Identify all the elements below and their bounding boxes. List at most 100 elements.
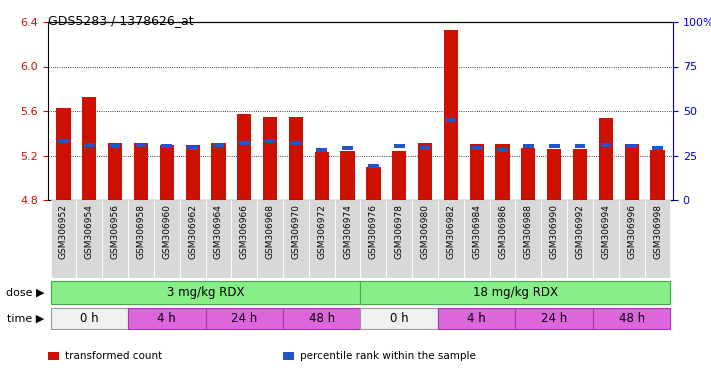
Bar	[593, 200, 619, 278]
Bar	[619, 200, 645, 278]
Text: GSM306974: GSM306974	[343, 204, 352, 259]
Bar	[109, 144, 120, 148]
Text: GSM306978: GSM306978	[395, 204, 404, 259]
Bar	[599, 118, 613, 200]
Text: GSM306988: GSM306988	[524, 204, 533, 259]
Bar	[108, 143, 122, 200]
Bar	[50, 308, 128, 329]
Text: dose ▶: dose ▶	[6, 288, 45, 298]
Bar	[470, 144, 483, 200]
Bar	[154, 200, 180, 278]
Bar	[652, 146, 663, 150]
Text: GSM306960: GSM306960	[162, 204, 171, 259]
Text: 48 h: 48 h	[309, 312, 335, 325]
Bar	[523, 144, 534, 148]
Bar	[56, 108, 70, 200]
Text: GSM306992: GSM306992	[575, 204, 584, 259]
Bar	[50, 200, 76, 278]
Bar	[412, 200, 438, 278]
Bar	[161, 144, 172, 148]
Text: GSM306962: GSM306962	[188, 204, 197, 259]
Text: 24 h: 24 h	[541, 312, 567, 325]
Text: GSM306958: GSM306958	[137, 204, 146, 259]
Bar	[205, 200, 231, 278]
Bar	[573, 149, 587, 200]
Bar	[58, 139, 69, 143]
Bar	[360, 308, 438, 329]
Text: GSM306966: GSM306966	[240, 204, 249, 259]
Bar	[651, 150, 665, 200]
Text: 0 h: 0 h	[390, 312, 409, 325]
Bar	[237, 114, 252, 200]
Bar	[490, 200, 515, 278]
Text: GSM306976: GSM306976	[369, 204, 378, 259]
Text: GSM306972: GSM306972	[317, 204, 326, 259]
Text: GSM306994: GSM306994	[602, 204, 610, 259]
Text: GSM306982: GSM306982	[447, 204, 455, 259]
Text: GSM306990: GSM306990	[550, 204, 559, 259]
Text: GSM306956: GSM306956	[111, 204, 119, 259]
Bar	[496, 144, 510, 200]
Bar	[180, 200, 205, 278]
Bar	[547, 149, 561, 200]
Text: transformed count: transformed count	[65, 351, 162, 361]
Bar	[211, 143, 225, 200]
Bar	[438, 200, 464, 278]
Bar	[316, 148, 327, 152]
Bar	[645, 200, 670, 278]
Bar	[128, 308, 205, 329]
Text: GSM306986: GSM306986	[498, 204, 507, 259]
Bar	[289, 117, 303, 200]
Bar	[624, 144, 638, 200]
Bar	[446, 118, 456, 122]
Bar	[464, 200, 490, 278]
Bar	[515, 308, 593, 329]
Text: GDS5283 / 1378626_at: GDS5283 / 1378626_at	[48, 14, 193, 27]
Bar	[601, 143, 611, 147]
Bar	[335, 200, 360, 278]
Bar	[50, 281, 360, 304]
Bar	[136, 143, 146, 147]
Text: GSM306968: GSM306968	[266, 204, 274, 259]
Bar	[392, 151, 407, 200]
Text: GSM306998: GSM306998	[653, 204, 662, 259]
Bar	[419, 146, 430, 150]
Bar	[549, 144, 560, 148]
Bar	[283, 308, 360, 329]
Bar	[515, 200, 541, 278]
Bar	[102, 200, 128, 278]
Bar	[264, 139, 275, 143]
Text: 4 h: 4 h	[467, 312, 486, 325]
Bar	[626, 144, 637, 148]
Bar	[76, 200, 102, 278]
Bar	[283, 200, 309, 278]
Bar	[263, 117, 277, 200]
Bar	[418, 143, 432, 200]
Bar	[541, 200, 567, 278]
Bar	[128, 200, 154, 278]
Bar	[315, 152, 329, 200]
Text: 3 mg/kg RDX: 3 mg/kg RDX	[167, 286, 245, 299]
Bar	[386, 200, 412, 278]
Bar	[187, 146, 198, 150]
Bar	[360, 281, 670, 304]
Bar	[186, 146, 200, 200]
Bar	[471, 146, 482, 150]
Bar	[309, 200, 335, 278]
Bar	[160, 146, 174, 200]
Text: 0 h: 0 h	[80, 312, 99, 325]
Bar	[567, 200, 593, 278]
Text: 48 h: 48 h	[619, 312, 645, 325]
Text: GSM306980: GSM306980	[421, 204, 429, 259]
Bar	[394, 144, 405, 148]
Bar	[574, 144, 585, 148]
Bar	[521, 148, 535, 200]
Text: GSM306970: GSM306970	[292, 204, 301, 259]
Bar	[497, 148, 508, 152]
Bar	[231, 200, 257, 278]
Bar	[82, 96, 97, 200]
Bar	[134, 143, 148, 200]
Bar	[444, 30, 458, 200]
Text: GSM306952: GSM306952	[59, 204, 68, 259]
Bar	[239, 141, 250, 145]
